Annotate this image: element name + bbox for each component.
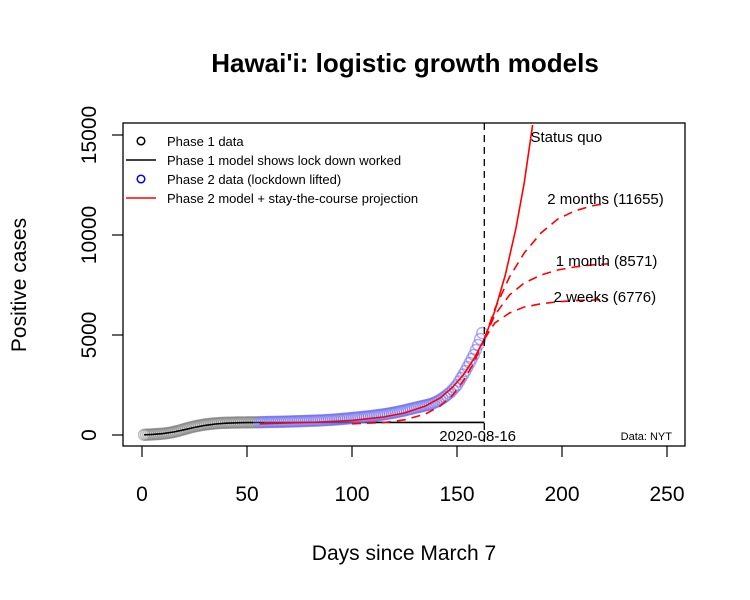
legend-point-swatch [136, 136, 146, 146]
plot-marks [137, 124, 609, 441]
x-axis-label: Days since March 7 [312, 542, 496, 565]
series-4 [483, 202, 609, 340]
legend: Phase 1 data Phase 1 model shows lock dow… [126, 134, 418, 206]
series-3 [259, 124, 534, 425]
legend-label: Phase 1 data [167, 134, 244, 149]
legend-label: Phase 1 model shows lock down worked [167, 153, 401, 168]
source-label: Data: NYT [621, 431, 673, 443]
legend-item: Phase 1 data [136, 134, 244, 149]
legend-item: Phase 2 model + stay-the-course projecti… [126, 191, 418, 206]
x-tick-label: 200 [544, 483, 579, 506]
annotations: Status quo 2 months (11655) 1 month (8571)… [531, 129, 664, 306]
chart-title: Hawai'i: logistic growth models [211, 48, 599, 78]
plot-frame [122, 122, 686, 447]
x-tick-label: 250 [649, 483, 684, 506]
projection-line [351, 338, 486, 425]
x-tick-label: 0 [136, 483, 148, 506]
projection-line [483, 202, 609, 340]
y-tick-label: 5000 [78, 312, 101, 359]
x-tick-label: 100 [334, 483, 369, 506]
projection-annotation: Status quo [531, 129, 603, 146]
legend-item: Phase 1 model shows lock down worked [126, 153, 401, 168]
y-tick-label: 0 [78, 429, 101, 441]
projection-annotation: 2 months (11655) [547, 191, 663, 208]
y-axis: 0 5000 10000 15000 [78, 106, 123, 441]
data-point [473, 332, 487, 346]
model-line [259, 124, 534, 425]
projection-annotation: 2 weeks (6776) [554, 289, 657, 306]
series-0 [137, 416, 264, 441]
y-axis-label: Positive cases [8, 218, 31, 352]
projection-annotation: 1 month (8571) [556, 253, 658, 270]
cutoff-date-label: 2020-08-16 [439, 428, 516, 445]
legend-item: Phase 2 data (lockdown lifted) [136, 172, 341, 187]
series-5 [483, 263, 609, 340]
legend-point-swatch [136, 174, 146, 184]
legend-label: Phase 2 data (lockdown lifted) [167, 172, 341, 187]
projection-line [483, 263, 609, 340]
series-7 [351, 338, 486, 425]
y-tick-label: 15000 [78, 106, 101, 164]
legend-label: Phase 2 model + stay-the-course projecti… [167, 191, 418, 206]
x-tick-label: 150 [439, 483, 474, 506]
x-tick-label: 50 [235, 483, 258, 506]
series-2 [253, 326, 489, 429]
x-axis: 0 50 100 150 200 250 [136, 446, 685, 506]
y-tick-label: 10000 [78, 206, 101, 264]
